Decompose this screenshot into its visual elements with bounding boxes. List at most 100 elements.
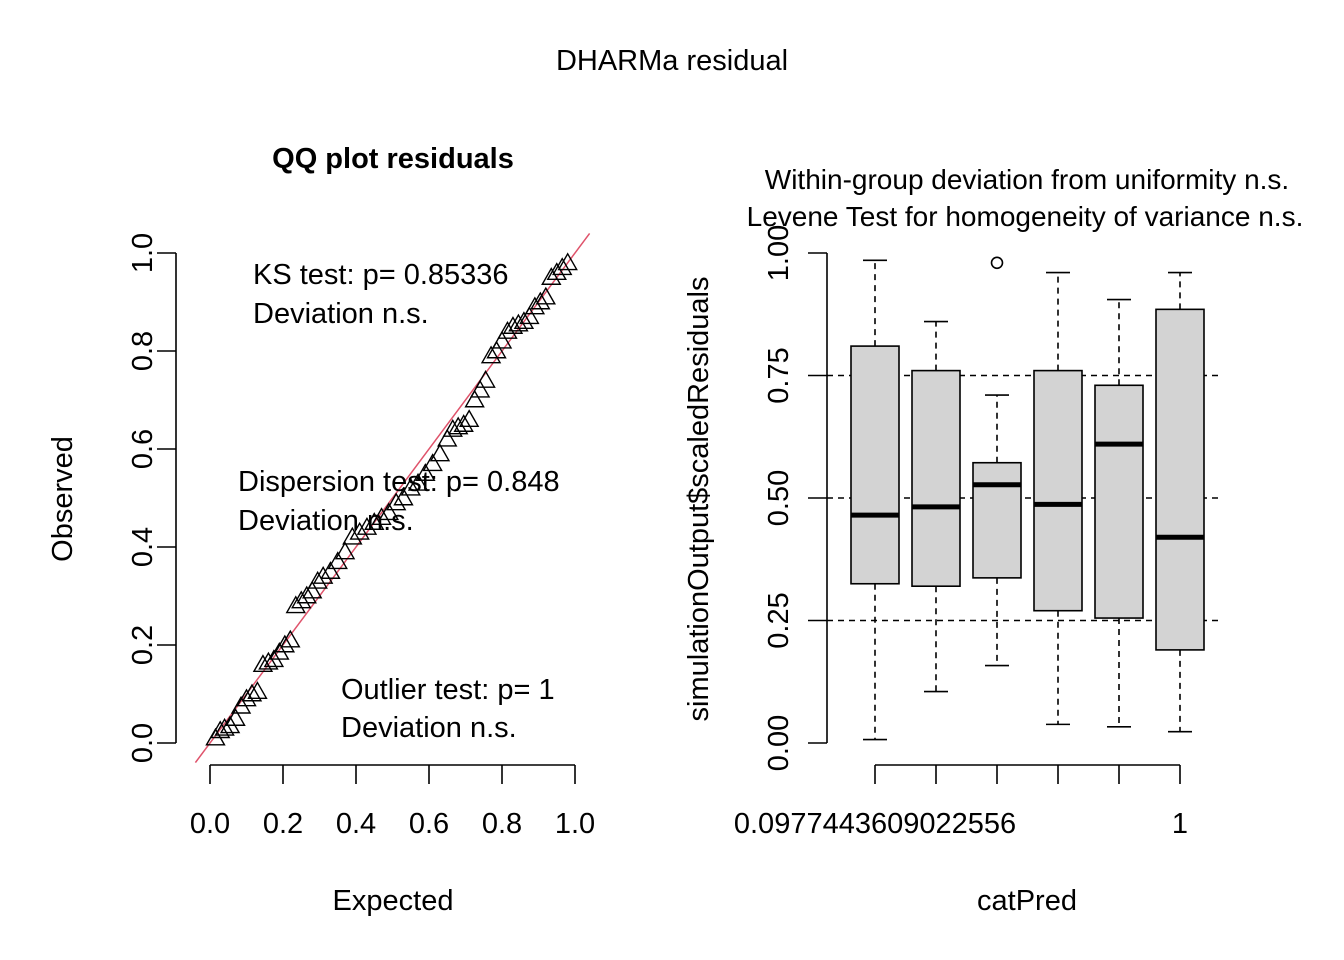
- boxplot-box-group: [911, 320, 961, 693]
- qq-outlier-test-text: Outlier test: p= 1: [341, 674, 555, 706]
- boxplot-title-line1: Within-group deviation from uniformity n…: [765, 164, 1289, 195]
- boxplot-y-tick-label: 0.25: [763, 592, 795, 648]
- qq-x-tick-label: 0.2: [263, 808, 303, 840]
- qq-point: [535, 286, 557, 305]
- qq-point: [458, 409, 480, 428]
- boxplot-y-tick-label: 0.50: [763, 470, 795, 526]
- qq-point: [378, 502, 400, 521]
- boxplot-x-axis-label: catPred: [977, 885, 1077, 917]
- qq-y-tick-label: 0.0: [127, 723, 159, 763]
- boxplot-box: [1094, 384, 1144, 619]
- qq-dispersion-test-text: Dispersion test: p= 0.848: [238, 466, 560, 498]
- qq-y-tick-label: 1.0: [127, 233, 159, 273]
- qq-point: [502, 316, 524, 334]
- qq-y-tick-label: 0.6: [127, 429, 159, 469]
- qq-point: [557, 252, 578, 271]
- boxplot-y-axis-label: simulationOutput$scaledResiduals: [683, 277, 715, 722]
- qq-point: [407, 472, 429, 491]
- qq-point: [415, 463, 436, 481]
- qq-plot-title: QQ plot residuals: [272, 143, 514, 175]
- boxplot-box: [911, 369, 961, 588]
- qq-point: [296, 585, 317, 604]
- boxplot-title-line2: Levene Test for homogeneity of variance …: [747, 201, 1304, 232]
- boxplot-boxes: [850, 256, 1205, 741]
- qq-point: [356, 516, 378, 535]
- boxplot-box: [1033, 369, 1083, 612]
- boxplot-y-tick-label: 1.00: [763, 225, 795, 281]
- qq-axes: 0.0 0.2 0.4 0.6 0.8 1.0 0.0 0.2 0.4 0.6 0.8 1.0: [127, 233, 595, 840]
- qq-point: [491, 330, 513, 349]
- qq-outlier-deviation-text: Deviation n.s.: [341, 712, 517, 744]
- qq-point: [475, 369, 496, 388]
- boxplot-box-group: [850, 259, 900, 741]
- boxplot-y-tick-label: 0.75: [763, 347, 795, 403]
- qq-point: [530, 291, 551, 310]
- qq-point: [285, 595, 306, 614]
- boxplot-box-group: [1094, 298, 1144, 728]
- qq-point: [210, 720, 231, 739]
- qq-point: [429, 443, 451, 462]
- boxplot-x-tick-label: 1: [1172, 808, 1188, 840]
- qq-points: [205, 252, 578, 746]
- qq-x-tick-label: 0.6: [409, 808, 449, 840]
- qq-point: [513, 311, 535, 330]
- qq-x-tick-label: 0.0: [190, 808, 230, 840]
- boxplot-outlier: [990, 256, 1004, 270]
- qq-point: [519, 306, 540, 325]
- qq-point: [327, 551, 348, 570]
- qq-x-axis-label: Expected: [333, 885, 454, 917]
- qq-y-tick-label: 0.8: [127, 331, 159, 371]
- qq-point: [291, 590, 312, 609]
- qq-point: [214, 717, 235, 736]
- qq-reference-line: [194, 232, 591, 764]
- qq-point: [552, 257, 573, 276]
- qq-point: [393, 487, 414, 506]
- boxplot-axes: 0.00 0.25 0.50 0.75 1.00 0.0977443609022556 1: [734, 225, 1188, 840]
- qq-point: [453, 414, 474, 432]
- qq-plot-panel: QQ plot residuals 0.0 0.2 0.4 0.6 0.8 1.0 0.0 0…: [47, 143, 595, 917]
- qq-x-tick-label: 1.0: [555, 808, 595, 840]
- boxplot-box-group: [1033, 271, 1083, 726]
- qq-y-axis-label: Observed: [47, 436, 79, 562]
- qq-point: [334, 541, 356, 560]
- qq-point: [442, 418, 463, 437]
- qq-point: [241, 683, 263, 702]
- qq-point: [320, 561, 341, 579]
- qq-y-tick-label: 0.4: [127, 527, 159, 567]
- qq-point: [274, 634, 296, 653]
- qq-point: [349, 521, 370, 540]
- qq-x-tick-label: 0.8: [482, 808, 522, 840]
- qq-point: [258, 651, 279, 670]
- qq-point: [280, 629, 301, 648]
- qq-point: [301, 580, 323, 599]
- qq-point: [225, 708, 246, 726]
- qq-point: [486, 340, 507, 359]
- qq-point: [385, 492, 407, 511]
- qq-point: [252, 654, 274, 673]
- boxplot-x-tick-label: 0.0977443609022556: [734, 808, 1016, 840]
- boxplot-box: [850, 345, 900, 585]
- qq-point: [247, 681, 268, 699]
- qq-x-tick-label: 0.4: [336, 808, 376, 840]
- qq-ks-test-text: KS test: p= 0.85336: [253, 259, 509, 291]
- qq-point: [312, 565, 334, 584]
- qq-point: [364, 512, 385, 530]
- qq-point: [464, 389, 485, 408]
- qq-point: [469, 379, 491, 398]
- boxplot-box: [1155, 308, 1205, 651]
- qq-point: [307, 570, 328, 589]
- boxplot-box-group: [1155, 271, 1205, 733]
- boxplot-box: [972, 461, 1022, 579]
- qq-point: [371, 507, 392, 526]
- qq-point: [422, 453, 443, 472]
- qq-point: [480, 345, 502, 364]
- boxplot-panel: Within-group deviation from uniformity n…: [683, 164, 1303, 917]
- qq-point: [541, 267, 562, 285]
- boxplot-box-group: [972, 256, 1022, 667]
- qq-point: [524, 296, 546, 315]
- figure-title: DHARMa residual: [556, 45, 788, 77]
- qq-point: [546, 262, 567, 281]
- qq-point: [342, 526, 363, 545]
- qq-dispersion-deviation-text: Deviation n.s.: [238, 505, 414, 537]
